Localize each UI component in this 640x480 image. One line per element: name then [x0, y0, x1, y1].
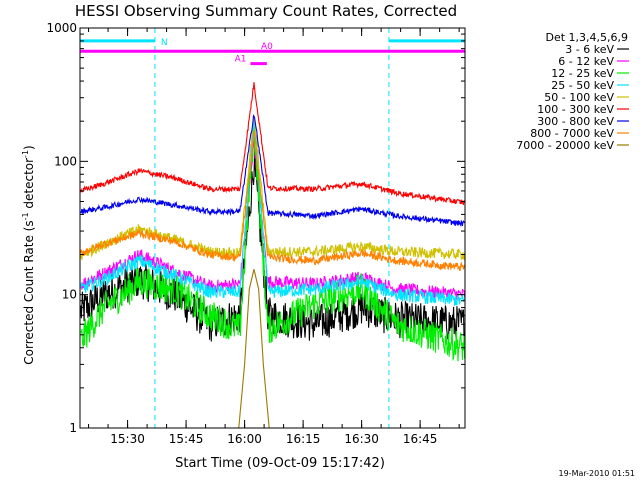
- attenuator-bar-label-0: A0: [261, 42, 273, 52]
- y-axis-label: Corrected Count Rate (s-1 detector-1): [21, 145, 36, 364]
- x-tick-label-2: 16:00: [227, 432, 262, 446]
- legend-entry-label-1: 6 - 12 keV: [558, 55, 614, 68]
- legend-entry-label-8: 7000 - 20000 keV: [516, 139, 614, 152]
- series-line-1: [80, 139, 466, 301]
- legend-entry-label-0: 3 - 6 keV: [565, 43, 614, 56]
- series-line-8: [238, 269, 270, 429]
- series-line-6: [80, 114, 466, 228]
- legend-header: Det 1,3,4,5,6,9: [545, 31, 628, 44]
- x-tick-label-4: 16:30: [344, 432, 379, 446]
- series-line-5: [80, 82, 466, 206]
- series-line-0: [80, 150, 465, 344]
- x-tick-label-0: 15:30: [110, 432, 145, 446]
- y-axis-label-part2: detector: [22, 158, 36, 213]
- plot-frame: [79, 27, 466, 429]
- chart-title: HESSI Observing Summary Count Rates, Cor…: [75, 2, 457, 20]
- series-line-3: [80, 122, 466, 306]
- y-axis-label-part1: Corrected Count Rate (s: [22, 220, 36, 364]
- legend-entry-label-4: 50 - 100 keV: [544, 91, 614, 104]
- y-tick-label-2: 100: [54, 154, 77, 168]
- status-bars: N A0 A1: [80, 38, 465, 66]
- series-line-2: [80, 121, 466, 362]
- attenuator-bar-label-1: A1: [235, 55, 247, 65]
- x-tick-label-1: 15:45: [169, 432, 204, 446]
- y-tick-label-1: 10: [62, 288, 77, 302]
- series-layer: [80, 82, 466, 429]
- series-line-7: [80, 131, 465, 272]
- night-boundary-lines: [154, 28, 466, 428]
- y-tick-label-3: 1000: [46, 21, 77, 35]
- axes: 1 10 100 1000 15:30 15:45 16:00 16:15 16:30 16:45: [46, 21, 465, 446]
- legend-entry-label-7: 800 - 7000 keV: [530, 127, 614, 140]
- y-axis-label-sup1: -1: [21, 212, 30, 220]
- timestamp-stamp: 19-Mar-2010 01:51: [559, 469, 636, 478]
- y-tick-label-0: 1: [69, 421, 77, 435]
- y-axis-label-sup2: -1: [21, 150, 30, 158]
- legend-entry-label-6: 300 - 800 keV: [537, 115, 614, 128]
- legend-entry-label-3: 25 - 50 keV: [551, 79, 614, 92]
- legend-entry-label-5: 100 - 300 keV: [537, 103, 614, 116]
- legend-entry-label-2: 12 - 25 keV: [551, 67, 614, 80]
- x-tick-label-3: 16:15: [286, 432, 321, 446]
- y-axis-label-part3: ): [22, 145, 36, 150]
- night-bar-label-0: N: [161, 38, 168, 48]
- x-axis-label: Start Time (09-Oct-09 15:17:42): [175, 456, 385, 471]
- x-tick-label-5: 16:45: [403, 432, 438, 446]
- series-line-4: [80, 116, 466, 261]
